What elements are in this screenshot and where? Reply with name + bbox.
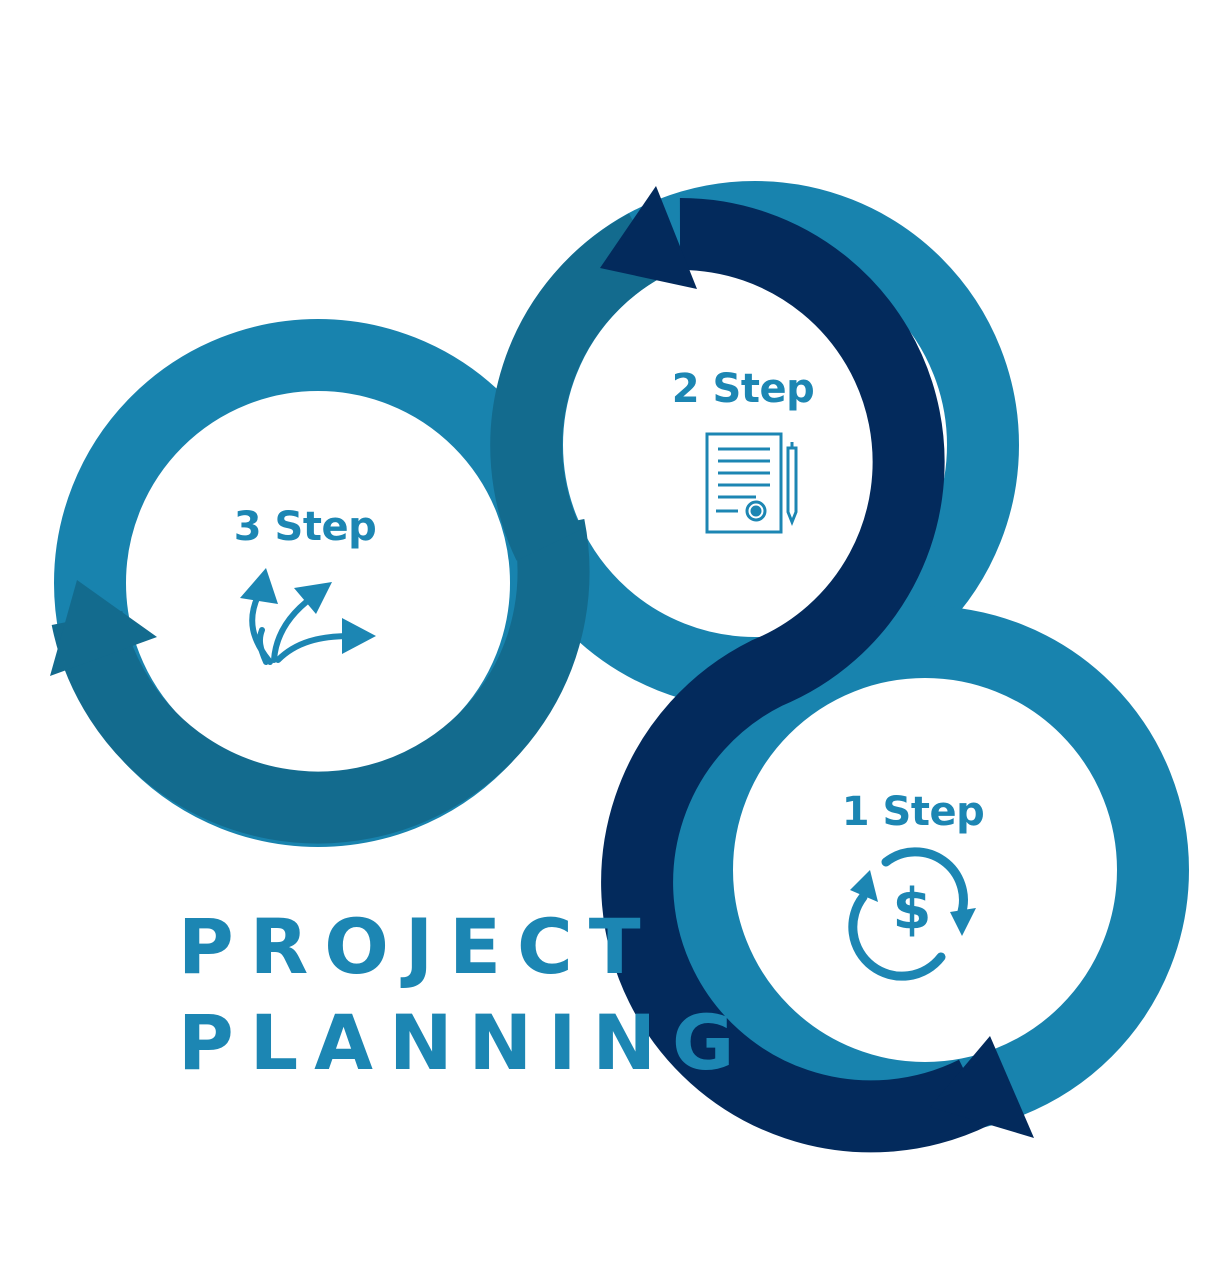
navy-s-curve: [601, 197, 991, 1153]
step-1-label: 1 Step: [842, 789, 984, 835]
branching-arrows-icon: [240, 568, 376, 665]
step-1-arrowhead: [930, 1036, 1034, 1138]
step-3-arrowhead: [50, 580, 157, 676]
title-line-2: PLANNING: [178, 998, 750, 1087]
title-line-1: PROJECT: [178, 902, 657, 991]
step-3-arc-dark: [51, 519, 590, 844]
step-3-label: 3 Step: [234, 504, 376, 550]
step-2-label: 2 Step: [672, 366, 814, 412]
contract-document-icon: [705, 432, 798, 534]
svg-text:$: $: [893, 877, 932, 942]
dollar-cycle-icon: $: [848, 847, 976, 981]
step-2-arrowhead: [600, 186, 697, 289]
step-2-arc-mid: [490, 213, 664, 561]
